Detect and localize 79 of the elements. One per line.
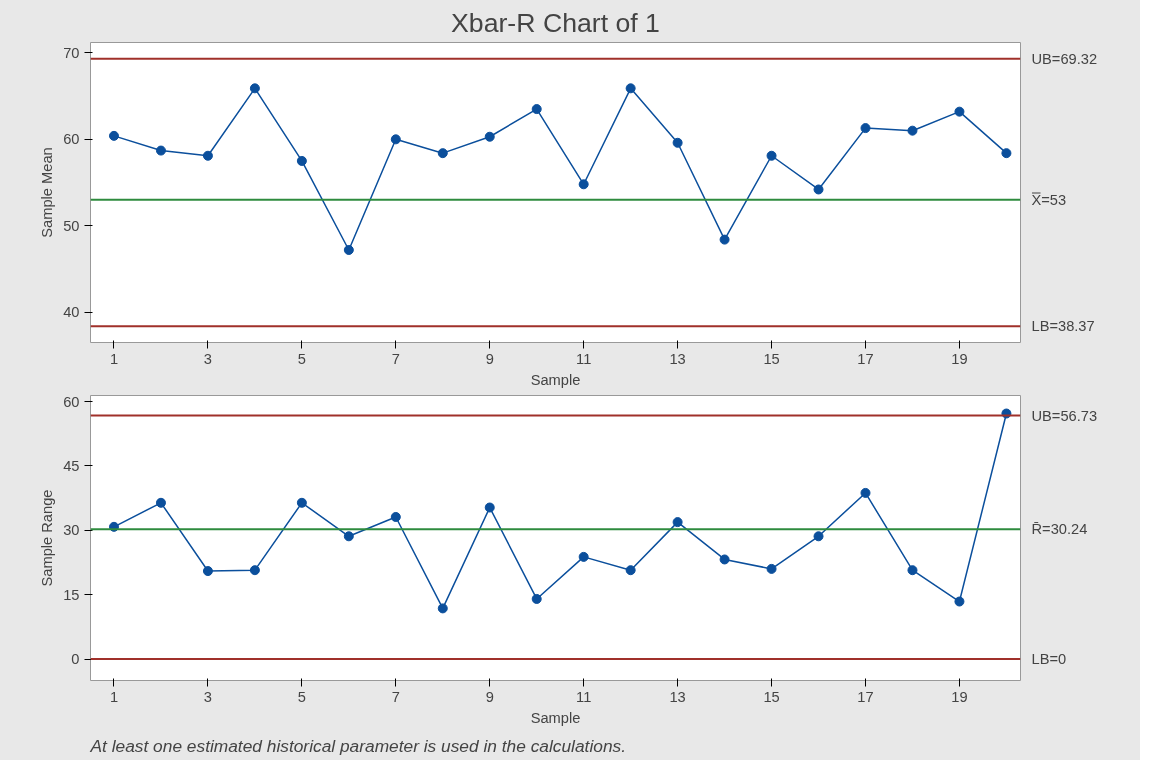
y-tick-label: 15 <box>63 586 80 603</box>
x-tick-label: 13 <box>669 688 686 705</box>
point <box>296 155 307 166</box>
point <box>484 502 495 513</box>
point <box>860 123 871 134</box>
ref-line-label: LB=38.37 <box>1031 318 1095 335</box>
point <box>954 596 965 607</box>
point <box>249 83 260 94</box>
point <box>390 134 401 145</box>
point <box>954 106 965 117</box>
x-axis-title: Sample <box>530 371 581 388</box>
point <box>437 148 448 159</box>
point <box>343 531 354 542</box>
text: At least one estimated historical parameter is used in the calculations. <box>89 735 627 756</box>
point <box>672 137 683 148</box>
point <box>296 497 307 508</box>
y-tick-label: 50 <box>63 217 80 234</box>
x-tick-label: 9 <box>485 688 494 705</box>
x-tick-label: 19 <box>951 688 968 705</box>
point <box>249 565 260 576</box>
y-axis-title: Sample Mean <box>39 147 56 238</box>
x-tick-label: 3 <box>203 688 212 705</box>
chart-title: Xbar-R Chart of 1 <box>451 7 660 38</box>
point <box>907 125 918 136</box>
point <box>343 245 354 255</box>
point <box>202 566 213 577</box>
point <box>719 234 730 245</box>
point <box>625 565 636 576</box>
x-tick-label: 15 <box>763 688 780 705</box>
point <box>813 531 824 542</box>
y-tick-label: 70 <box>63 44 80 61</box>
ref-line-label: R̄=30.24 <box>1031 521 1088 538</box>
y-tick-label: 40 <box>63 304 80 321</box>
point <box>155 145 166 156</box>
ref-line-label: X̿=53 <box>1031 191 1067 208</box>
point <box>766 150 777 161</box>
x-tick-label: 19 <box>951 350 968 367</box>
point <box>766 563 777 574</box>
point <box>578 551 589 562</box>
x-tick-label: 13 <box>669 350 686 367</box>
x-tick-label: 5 <box>297 688 306 705</box>
x-tick-label: 3 <box>203 350 212 367</box>
point <box>813 184 824 195</box>
y-tick-label: 30 <box>63 522 80 539</box>
x-tick-label: 9 <box>485 350 494 367</box>
x-tick-label: 5 <box>297 350 306 367</box>
x-tick-label: 7 <box>391 688 400 705</box>
x-tick-label: 11 <box>576 688 592 705</box>
point <box>531 104 542 115</box>
ref-line-label: UB=56.73 <box>1031 407 1098 424</box>
point <box>672 517 683 528</box>
y-tick-label: 0 <box>71 651 80 668</box>
x-axis-title: Sample <box>530 709 581 726</box>
x-tick-label: 1 <box>109 350 119 367</box>
y-tick-label: 60 <box>63 131 80 148</box>
point <box>719 554 730 565</box>
point <box>1001 148 1012 159</box>
x-tick-label: 7 <box>391 350 400 367</box>
point <box>108 130 119 141</box>
point <box>625 83 636 94</box>
point <box>578 179 589 190</box>
point <box>907 565 918 576</box>
point <box>202 150 213 161</box>
x-tick-label: 11 <box>576 350 592 367</box>
point <box>860 487 871 498</box>
point <box>484 131 495 142</box>
x-tick-label: 17 <box>857 688 874 705</box>
x-tick-label: 17 <box>857 350 874 367</box>
point <box>390 511 401 522</box>
point <box>437 603 448 614</box>
y-tick-label: 45 <box>63 457 80 474</box>
point <box>155 497 166 508</box>
x-tick-label: 1 <box>109 688 119 705</box>
y-axis-title: Sample Range <box>39 489 56 587</box>
y-tick-label: 60 <box>63 393 80 410</box>
ref-line-label: LB=0 <box>1031 651 1067 668</box>
x-tick-label: 15 <box>763 350 780 367</box>
point <box>531 593 542 604</box>
ref-line-label: UB=69.32 <box>1031 50 1098 67</box>
